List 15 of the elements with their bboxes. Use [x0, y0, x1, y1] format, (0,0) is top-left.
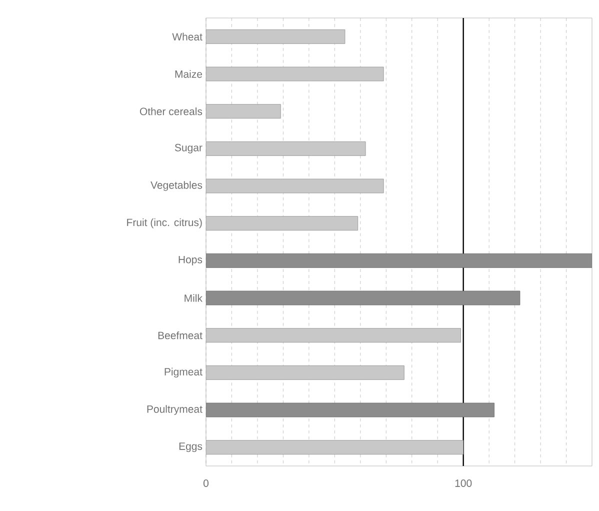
y-tick-label: Maize	[175, 70, 202, 78]
y-tick-label: Hops	[178, 256, 202, 266]
y-tick-label: Milk	[184, 294, 202, 302]
y-tick-label: Other cereals	[140, 107, 202, 116]
x-tick-label: 100	[455, 480, 472, 487]
y-tick-label: Fruit (inc. citrus)	[127, 218, 202, 228]
y-tick-label: Wheat	[172, 32, 202, 41]
x-tick-label: 0	[203, 480, 209, 487]
bar	[206, 253, 592, 268]
y-tick-label: Pigmeat	[164, 368, 202, 378]
y-tick-label: Eggs	[179, 442, 202, 452]
y-tick-label: Vegetables	[150, 181, 202, 191]
y-tick-label: Beefmeat	[158, 331, 202, 340]
y-tick-label: Sugar	[174, 144, 202, 154]
y-tick-label: Poultrymeat	[147, 405, 202, 415]
